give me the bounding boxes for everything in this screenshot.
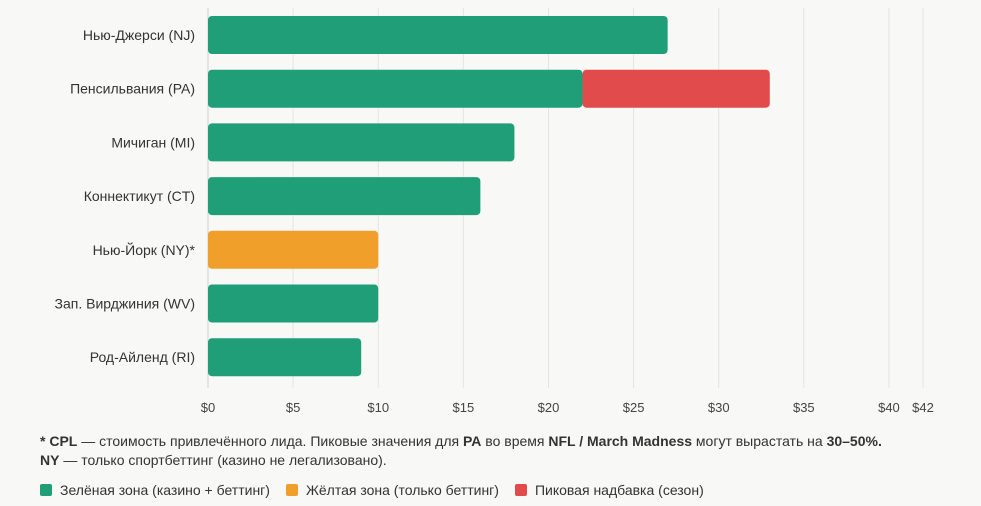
category-label: Нью-Йорк (NY)* <box>93 241 196 258</box>
bars <box>208 16 770 377</box>
bar-chart: Нью-Джерси (NJ) Пенсильвания (PA) Мичиган … <box>55 8 934 415</box>
x-tick-label: $20 <box>538 400 560 415</box>
x-tick-label: $10 <box>367 400 389 415</box>
bar-segment <box>582 69 770 108</box>
footnote-text: — только спортбеттинг (казино не легализ… <box>59 452 387 468</box>
legend-swatch <box>40 484 52 496</box>
x-tick-label: $15 <box>453 400 475 415</box>
category-label: Коннектикут (CT) <box>84 188 195 204</box>
category-label: Мичиган (MI) <box>111 134 195 150</box>
x-tick-label: $5 <box>286 400 300 415</box>
footnote-text: во время <box>481 433 549 449</box>
footnote-emphasis: 30–50%. <box>826 433 882 449</box>
footnote-emphasis: * CPL <box>40 433 78 449</box>
bar-segment <box>208 284 379 323</box>
bar-segment <box>208 69 583 108</box>
legend-item: Жёлтая зона (только беттинг) <box>285 482 499 498</box>
bar-segment <box>208 338 362 377</box>
bar-segment <box>208 123 515 162</box>
x-tick-label: $35 <box>793 400 815 415</box>
x-tick-label: $30 <box>708 400 730 415</box>
x-tick-label: $25 <box>623 400 645 415</box>
legend-item: Пиковая надбавка (сезон) <box>514 482 704 498</box>
footnote: * CPL — стоимость привлечённого лида. Пи… <box>40 432 970 470</box>
bar-segment <box>208 177 481 216</box>
footnote-emphasis: PA <box>462 433 482 449</box>
footnote-line-2: NY — только спортбеттинг (казино не лега… <box>40 451 970 470</box>
category-label: Нью-Джерси (NJ) <box>83 27 195 43</box>
category-label: Пенсильвания (PA) <box>70 81 195 97</box>
chart-svg: Нью-Джерси (NJ) Пенсильвания (PA) Мичиган … <box>55 8 934 415</box>
x-tick-label: $0 <box>201 400 215 415</box>
footnote-emphasis: NFL / March Madness <box>548 433 693 449</box>
bar-segment <box>208 16 668 54</box>
category-label: Род-Айленд (RI) <box>90 349 195 365</box>
legend-swatch <box>514 484 527 496</box>
legend-item: Зелёная зона (казино + беттинг) <box>40 482 270 498</box>
x-tick-label: $40 <box>878 400 900 415</box>
legend: Зелёная зона (казино + беттинг) Жёлтая зо… <box>40 482 720 498</box>
footnote-emphasis: NY <box>40 452 60 468</box>
footnote-text: могут вырастать на <box>692 433 827 449</box>
legend-label: Зелёная зона (казино + беттинг) <box>60 482 270 498</box>
footnote-line-1: * CPL — стоимость привлечённого лида. Пи… <box>40 432 970 451</box>
legend-label: Пиковая надбавка (сезон) <box>534 482 704 498</box>
bar-segment <box>208 230 379 269</box>
x-axis-ticks: $0 $5 $10 $15 $20 $25 $30 $35 $40 $42 <box>201 400 934 415</box>
x-tick-label: $42 <box>912 400 934 415</box>
legend-swatch <box>285 484 298 496</box>
category-label: Зап. Вирджиния (WV) <box>55 296 195 312</box>
category-labels: Нью-Джерси (NJ) Пенсильвания (PA) Мичиган … <box>55 27 196 365</box>
legend-label: Жёлтая зона (только беттинг) <box>305 482 499 498</box>
footnote-text: — стоимость привлечённого лида. Пиковые … <box>77 433 463 449</box>
